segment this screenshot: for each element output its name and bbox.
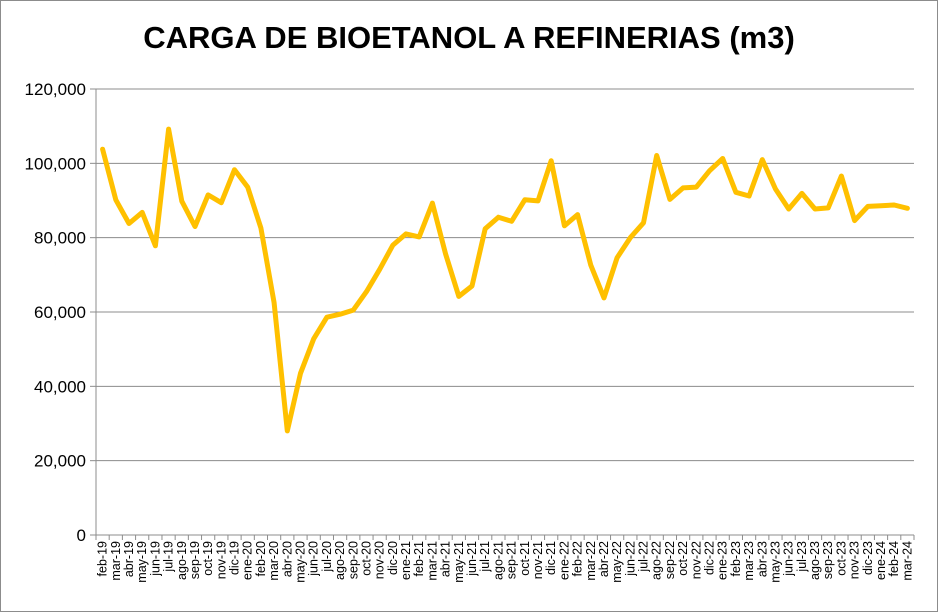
x-tick-label: jun-19	[148, 541, 162, 577]
x-tick-label: dic-21	[544, 541, 558, 575]
series-layer	[100, 126, 910, 434]
gridlines	[96, 88, 914, 462]
x-tick-label: oct-20	[359, 541, 373, 576]
x-tick-label: abr-21	[439, 541, 453, 577]
y-tick-label: 60,000	[34, 303, 86, 322]
x-tick-label: dic-19	[228, 541, 242, 575]
x-tick-label: mar-20	[267, 541, 281, 581]
y-tick-label: 100,000	[25, 154, 86, 173]
x-tick-label: jun-23	[782, 541, 796, 577]
x-tick-label: sep-21	[505, 541, 519, 579]
x-tick-label: oct-19	[201, 541, 215, 576]
x-tick-label: sep-19	[188, 541, 202, 579]
x-tick-label: nov-20	[373, 541, 387, 579]
x-tick-label: abr-19	[122, 541, 136, 577]
x-tick-label: mar-24	[900, 541, 914, 581]
x-tick-label: mar-21	[425, 541, 439, 581]
x-tick-label: ago-23	[808, 541, 822, 580]
x-tick-label: feb-21	[412, 541, 426, 576]
x-tick-label: ene-21	[399, 541, 413, 580]
y-tick-label: 20,000	[34, 452, 86, 471]
x-tick-label: dic-22	[703, 541, 717, 575]
x-tick-label: abr-23	[755, 541, 769, 577]
x-tick-label: sep-20	[346, 541, 360, 579]
x-tick-label: abr-20	[280, 541, 294, 577]
x-tick-label: ago-21	[491, 541, 505, 580]
x-tick-label: nov-21	[531, 541, 545, 579]
x-tick-label: ene-20	[241, 541, 255, 580]
x-tick-label: nov-23	[848, 541, 862, 579]
y-tick-label: 120,000	[25, 80, 86, 99]
x-tick-label: jul-21	[478, 541, 492, 573]
x-tick-label: dic-23	[861, 541, 875, 575]
x-tick-label: feb-20	[254, 541, 268, 576]
x-tick-label: jun-22	[623, 541, 637, 577]
x-tick-label: ago-20	[333, 541, 347, 580]
chart-title: CARGA DE BIOETANOL A REFINERIAS (m3)	[143, 20, 795, 55]
x-tick-label: jul-22	[637, 541, 651, 573]
x-tick-label: mar-22	[584, 541, 598, 581]
y-tick-label: 80,000	[34, 229, 86, 248]
x-tick-label: dic-20	[386, 541, 400, 575]
x-tick-label: nov-22	[689, 541, 703, 579]
x-tick-label: feb-22	[571, 541, 585, 576]
x-tick-label: feb-23	[729, 541, 743, 576]
x-axis-ticks: feb-19 mar-19 abr-19 may-19 jun-19 jul-19 ago-…	[96, 541, 915, 583]
x-tick-label: ago-22	[650, 541, 664, 580]
x-tick-label: ene-22	[557, 541, 571, 580]
x-tick-label: mar-19	[109, 541, 123, 581]
series-line	[100, 126, 910, 434]
x-tick-label: jul-20	[320, 541, 334, 573]
y-tick-label: 0	[77, 526, 86, 545]
y-axis-ticks: 0 20,000 40,000 60,000 80,000 100,000 120,000	[25, 80, 86, 545]
x-tick-label: sep-23	[821, 541, 835, 579]
x-tick-label: may-22	[610, 541, 624, 583]
y-tick-label: 40,000	[34, 377, 86, 396]
x-tick-label: may-23	[768, 541, 782, 583]
x-tick-label: ago-19	[175, 541, 189, 580]
x-tick-label: feb-24	[887, 541, 901, 576]
axes	[90, 88, 915, 540]
x-tick-label: feb-19	[96, 541, 110, 576]
x-tick-label: ene-23	[716, 541, 730, 580]
x-tick-label: may-21	[452, 541, 466, 583]
x-tick-label: oct-21	[518, 541, 532, 576]
x-tick-label: may-20	[294, 541, 308, 583]
x-tick-label: oct-23	[834, 541, 848, 576]
x-tick-label: nov-19	[214, 541, 228, 579]
x-tick-label: jun-21	[465, 541, 479, 577]
x-tick-label: sep-22	[663, 541, 677, 579]
x-tick-label: jul-19	[162, 541, 176, 573]
x-tick-label: abr-22	[597, 541, 611, 577]
x-tick-label: jun-20	[307, 541, 321, 577]
x-tick-label: ene-24	[874, 541, 888, 580]
x-tick-label: may-19	[135, 541, 149, 583]
x-tick-label: jul-23	[795, 541, 809, 573]
x-tick-label: oct-22	[676, 541, 690, 576]
x-tick-label: mar-23	[742, 541, 756, 581]
